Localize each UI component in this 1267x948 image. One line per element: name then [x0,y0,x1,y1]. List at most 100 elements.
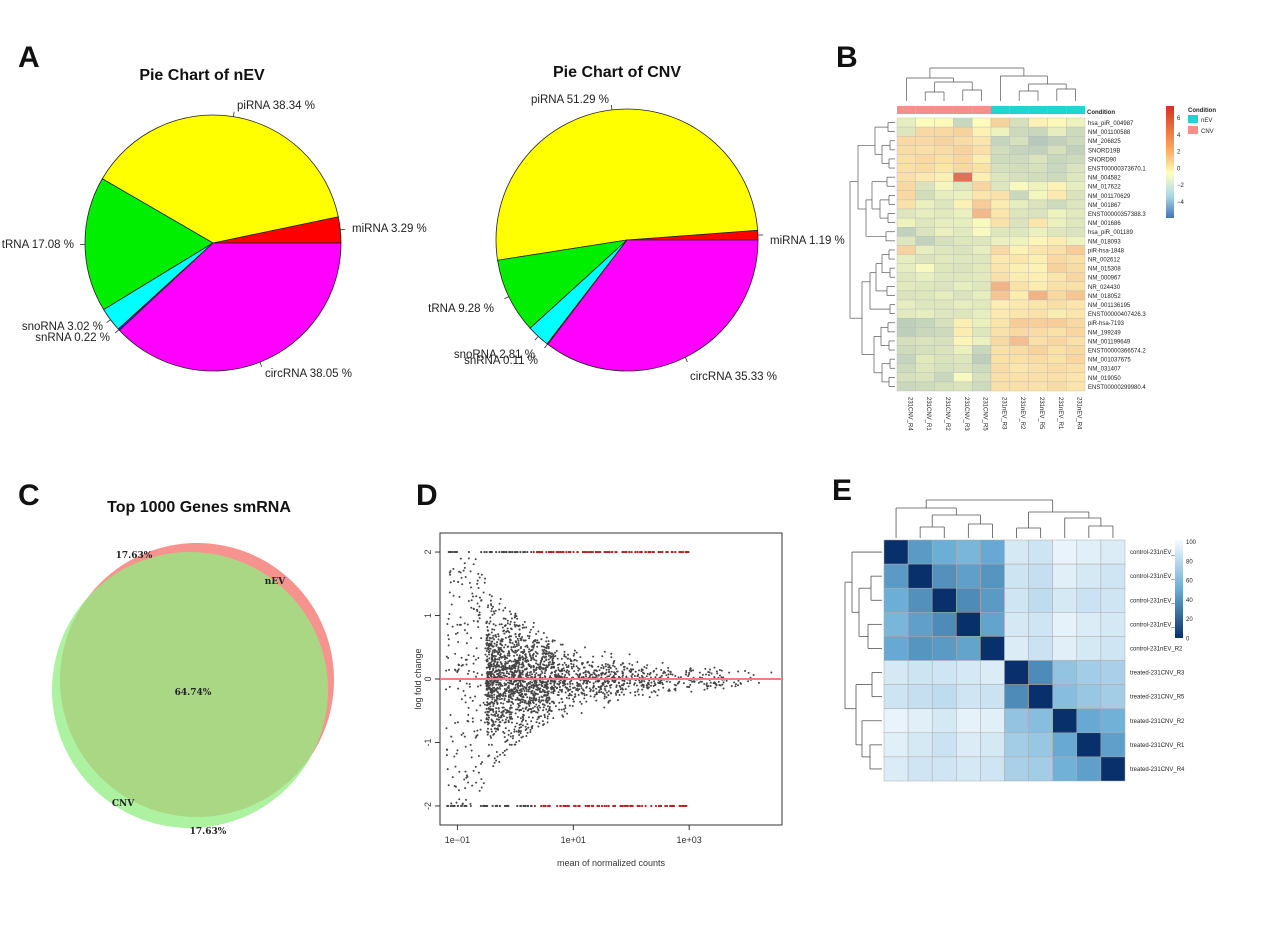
ma-point [623,668,626,671]
ma-point [510,688,513,691]
heatmap-b-cell [1047,354,1067,364]
ma-point [520,698,523,701]
heatmap-b-cell [1047,135,1067,146]
heatmap-b-cell [915,327,935,337]
heatmap-e-cell [931,660,957,685]
ma-point [646,664,649,667]
ma-point [545,664,548,667]
ma-point [482,782,485,785]
ma-point [540,715,543,718]
ma-point [529,702,532,705]
ma-point [502,702,505,705]
ma-point [602,691,605,694]
ma-point [603,687,606,690]
pie-slice [495,108,759,261]
ma-point [459,616,462,619]
ma-point [592,682,595,685]
ma-point [547,652,550,655]
ma-point [511,690,514,693]
ma-point [451,776,454,779]
ma-point [514,632,517,635]
ma-point [518,669,521,672]
ma-point [529,628,532,631]
ma-point [448,551,451,554]
heatmap-b-cell [1028,281,1048,292]
heatmap-b-cell [1009,381,1029,392]
ma-point [517,625,520,628]
heatmap-b-cell [915,181,935,191]
heatmap-e-cell [1004,732,1029,758]
ma-point [510,732,513,735]
heatmap-b-cell [953,135,973,146]
ma-point [585,675,588,678]
heatmap-b-column-label: 231CNV_R2 [944,397,950,431]
ma-point [500,662,503,665]
ma-point [521,663,524,666]
legend-swatch [1188,126,1198,134]
ma-point [498,608,501,611]
ma-point [464,787,467,790]
heatmap-b-cell [915,308,935,319]
ma-point [568,680,571,683]
ma-point [543,694,546,697]
ma-point [564,673,567,676]
ma-point [631,673,634,676]
ma-point [456,631,459,634]
ma-point [490,681,493,684]
ma-point [490,643,493,646]
ma-point [496,694,499,697]
heatmap-e-cell [931,587,957,613]
ma-point [649,684,652,687]
ma-point [603,693,606,696]
ma-point [501,644,504,647]
ma-point [541,688,544,691]
ma-point [530,686,533,689]
ma-point [585,700,588,703]
ma-point [469,804,472,807]
heatmap-b-cell [1009,126,1029,137]
heatmap-e-cell [1004,563,1029,589]
ma-point [490,631,493,634]
heatmap-b-cell [1028,263,1048,273]
heatmap-b-row-label: NM_019050 [1088,376,1121,382]
ma-point-capped [607,804,610,808]
ma-point [503,691,506,694]
ma-point-capped [581,550,585,554]
heatmap-b-cell [1009,190,1029,201]
heatmap-e-cell [1028,708,1053,734]
heatmap-b-cell [915,126,935,137]
heatmap-b-cell [953,263,973,273]
ma-point [552,657,555,660]
ma-point [486,680,489,683]
ma-point [685,669,688,672]
condition-cell [897,106,916,114]
heatmap-b-cell [1028,245,1048,255]
ma-point [480,637,483,640]
ma-point [593,695,596,698]
ma-point [641,671,644,674]
ma-point [479,704,482,707]
ma-point [501,751,504,754]
heatmap-b-cell [934,290,954,301]
ma-point [500,711,503,714]
ma-point [489,603,492,606]
ma-point [507,700,510,703]
ma-point [592,685,595,688]
ma-point [514,674,517,677]
ma-point [462,732,465,735]
ma-point [499,684,502,687]
ma-point [519,730,522,733]
ma-point [717,680,720,683]
ma-point [497,638,500,641]
heatmap-e-cell [1076,732,1102,758]
ma-point [613,665,616,668]
ma-point [502,730,505,733]
heatmap-b-cell [896,318,916,328]
pie-leader-line [610,104,613,110]
ma-point [479,762,482,765]
ma-point [560,668,563,671]
ma-point [551,661,554,664]
ma-point [450,802,453,805]
ma-point [704,667,707,670]
ma-point [546,710,549,713]
